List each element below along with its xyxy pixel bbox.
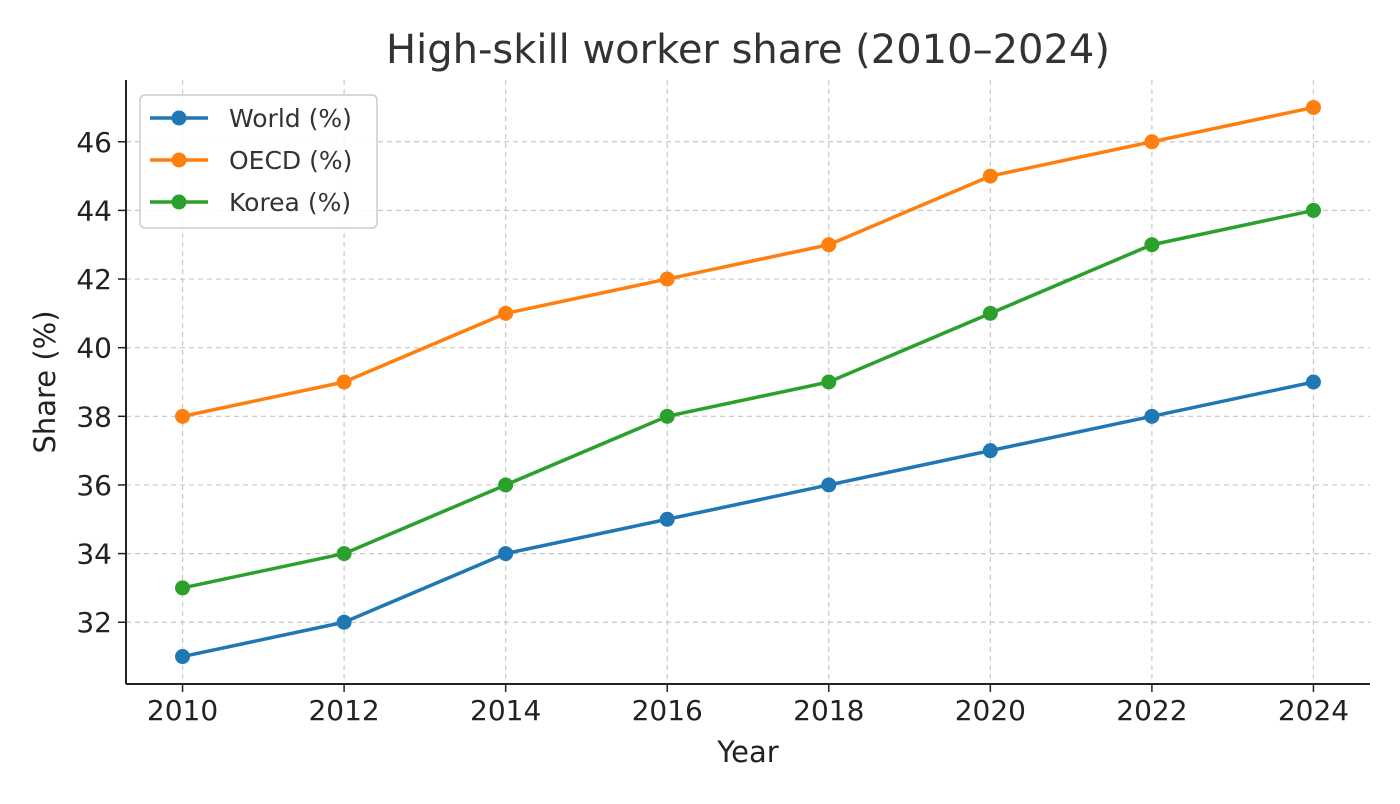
x-tick-label: 2020 — [955, 694, 1026, 727]
y-tick-label: 42 — [76, 263, 112, 296]
data-point-world — [1305, 374, 1321, 390]
legend-label-world: World (%) — [229, 104, 352, 133]
x-tick-label: 2022 — [1116, 694, 1187, 727]
legend-label-oecd: OECD (%) — [229, 146, 352, 175]
data-point-korea — [336, 546, 352, 562]
data-point-oecd — [659, 271, 675, 287]
x-tick-label: 2014 — [470, 694, 541, 727]
data-point-oecd — [1144, 134, 1160, 150]
y-tick-label: 34 — [76, 538, 112, 571]
series-group — [175, 99, 1321, 665]
y-tick-label: 46 — [76, 126, 112, 159]
y-tick-label: 44 — [76, 194, 112, 227]
data-point-korea — [175, 580, 191, 596]
legend-marker-world — [171, 110, 187, 126]
legend-marker-oecd — [171, 152, 187, 168]
axes — [125, 80, 1370, 685]
data-point-oecd — [821, 237, 837, 253]
data-point-world — [1144, 408, 1160, 424]
data-point-world — [821, 477, 837, 493]
series-line-world — [182, 380, 1314, 659]
data-point-world — [659, 511, 675, 527]
y-tick-label: 40 — [76, 332, 112, 365]
data-point-world — [336, 614, 352, 630]
y-tick-label: 32 — [76, 606, 112, 639]
legend-label-korea: Korea (%) — [229, 188, 351, 217]
chart-title: High-skill worker share (2010–2024) — [386, 27, 1110, 73]
data-point-world — [982, 443, 998, 459]
x-axis-label: Year — [716, 735, 778, 769]
data-point-world — [175, 649, 191, 665]
legend-marker-korea — [171, 194, 187, 210]
data-point-oecd — [336, 374, 352, 390]
data-point-korea — [659, 408, 675, 424]
data-point-korea — [498, 477, 514, 493]
data-point-oecd — [1305, 99, 1321, 115]
x-tick-label: 2010 — [147, 694, 218, 727]
data-point-korea — [1144, 237, 1160, 253]
data-point-oecd — [982, 168, 998, 184]
data-point-korea — [982, 305, 998, 321]
data-point-korea — [821, 374, 837, 390]
data-point-korea — [1305, 202, 1321, 218]
x-tick-label: 2018 — [793, 694, 864, 727]
data-point-world — [498, 546, 514, 562]
series-line-oecd — [182, 105, 1314, 419]
legend-box — [139, 94, 378, 229]
data-point-oecd — [498, 305, 514, 321]
y-axis-label: Share (%) — [28, 310, 62, 453]
x-tick-label: 2016 — [632, 694, 703, 727]
legend: World (%) OECD (%) Korea (%) — [139, 94, 378, 229]
y-tick-label: 36 — [76, 469, 112, 502]
ticks: 2010 2012 2014 2016 2018 2020 2022 2024 32 34 36 38… — [76, 126, 1349, 727]
data-point-oecd — [175, 408, 191, 424]
x-tick-label: 2012 — [308, 694, 379, 727]
series-line-korea — [182, 208, 1314, 590]
x-tick-label: 2024 — [1278, 694, 1349, 727]
y-tick-label: 38 — [76, 400, 112, 433]
